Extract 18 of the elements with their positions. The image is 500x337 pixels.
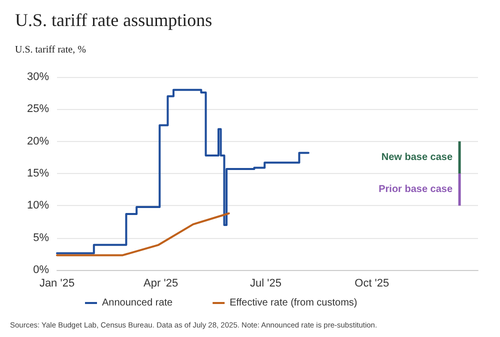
x-tick-label: Jan '25 [39, 278, 75, 290]
series-label: New base case [381, 152, 453, 163]
y-tick-label: 25% [26, 103, 50, 116]
x-tick-label: Jul '25 [250, 278, 282, 290]
y-tick-label: 30% [26, 71, 50, 83]
y-tick-label: 15% [26, 168, 50, 180]
line-series [56, 212, 230, 256]
y-tick-label: 10% [26, 200, 50, 212]
legend-label: Announced rate [102, 298, 174, 308]
y-tick-label: 20% [26, 135, 50, 148]
y-tick-label: 0% [33, 264, 50, 276]
y-axis-title: U.S. tariff rate, % [15, 44, 86, 56]
y-tick-label: 5% [33, 232, 50, 244]
series-label: Prior base case [378, 184, 453, 196]
x-tick-label: Oct '25 [354, 278, 390, 290]
chart-title: U.S. tariff rate assumptions [15, 10, 212, 30]
x-tick-label: Apr '25 [144, 278, 178, 290]
legend-label: Effective rate (from customs) [230, 298, 358, 308]
